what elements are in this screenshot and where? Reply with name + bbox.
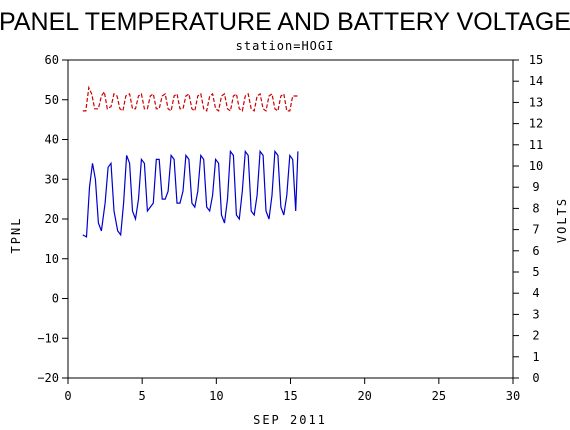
y-right-tick-label: 13 — [529, 95, 543, 109]
tpnl-series-line — [82, 149, 299, 238]
y-right-tick-label: 7 — [532, 223, 539, 237]
y-right-tick-label: 11 — [529, 138, 543, 152]
x-tick-label: 15 — [283, 389, 297, 403]
series-layer — [82, 85, 299, 238]
y-right-tick-label: 2 — [532, 329, 539, 343]
chart-title: PANEL TEMPERATURE AND BATTERY VOLTAGE — [0, 8, 570, 36]
y-right-tick-label: 12 — [529, 117, 543, 131]
y-left-tick-label: −20 — [37, 371, 59, 385]
plot-frame — [67, 59, 514, 379]
y-right-tick-label: 6 — [532, 244, 539, 258]
y-right-tick-label: 8 — [532, 201, 539, 215]
y-axis-right-label: VOLTS — [555, 197, 569, 243]
x-tick-label: 10 — [209, 389, 223, 403]
y-left-tick-label: 40 — [45, 133, 59, 147]
y-right-tick-label: 15 — [529, 53, 543, 67]
y-right-tick-label: 14 — [529, 74, 543, 88]
y-left-tick-label: 0 — [52, 292, 59, 306]
x-tick-label: 30 — [506, 389, 520, 403]
y-right-tick-label: 1 — [532, 350, 539, 364]
x-axis-label: SEP 2011 — [253, 413, 327, 427]
y-axis-left-label: TPNL — [9, 217, 23, 254]
y-right-tick-label: 4 — [532, 286, 539, 300]
x-tick-label: 0 — [64, 389, 71, 403]
volts-series-line — [82, 85, 298, 112]
y-right-tick-label: 10 — [529, 159, 543, 173]
y-right-tick-label: 5 — [532, 265, 539, 279]
x-tick-label: 25 — [432, 389, 446, 403]
x-axis: 0 5 10 15 20 25 30 — [64, 378, 520, 403]
y-left-tick-label: 30 — [45, 172, 59, 186]
y-left-tick-label: −10 — [37, 331, 59, 345]
y-right-tick-label: 9 — [532, 180, 539, 194]
chart-subtitle: station=HOGI — [236, 39, 335, 53]
y-left-tick-label: 20 — [45, 212, 59, 226]
y-axis-left: −20 −10 0 10 20 30 40 50 60 — [37, 53, 68, 385]
y-left-tick-label: 60 — [45, 53, 59, 67]
y-left-tick-label: 10 — [45, 252, 59, 266]
x-tick-label: 20 — [357, 389, 371, 403]
y-left-tick-label: 50 — [45, 93, 59, 107]
x-tick-label: 5 — [139, 389, 146, 403]
y-right-tick-label: 3 — [532, 307, 539, 321]
y-right-tick-label: 0 — [532, 371, 539, 385]
